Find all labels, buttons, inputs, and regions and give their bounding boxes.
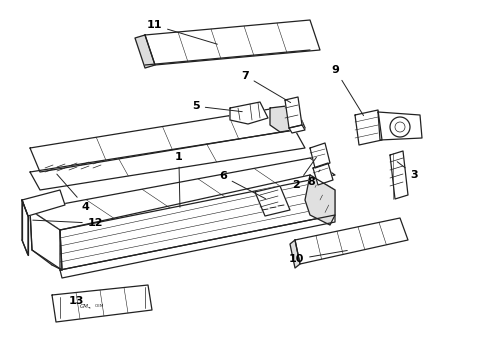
- Text: 11: 11: [147, 20, 218, 44]
- Polygon shape: [135, 35, 155, 68]
- Polygon shape: [30, 105, 305, 172]
- Text: 8: 8: [307, 170, 320, 187]
- Text: 4: 4: [57, 174, 90, 212]
- Text: 3: 3: [397, 162, 418, 180]
- Text: 9: 9: [332, 65, 364, 116]
- Text: 6: 6: [219, 171, 266, 199]
- Polygon shape: [285, 97, 302, 128]
- Polygon shape: [30, 130, 305, 190]
- Text: 2: 2: [293, 157, 317, 190]
- Polygon shape: [270, 105, 305, 132]
- Text: 10: 10: [289, 251, 347, 264]
- Text: 1: 1: [175, 152, 183, 207]
- Text: 12: 12: [33, 218, 103, 228]
- Polygon shape: [30, 158, 335, 230]
- Polygon shape: [310, 143, 330, 168]
- Polygon shape: [378, 112, 422, 140]
- Polygon shape: [295, 218, 408, 264]
- Polygon shape: [390, 151, 408, 199]
- Polygon shape: [30, 210, 62, 270]
- Text: 7: 7: [241, 71, 291, 103]
- Polygon shape: [60, 215, 335, 278]
- Polygon shape: [230, 102, 268, 124]
- Polygon shape: [22, 200, 28, 255]
- Polygon shape: [290, 240, 300, 268]
- Text: 5: 5: [192, 101, 242, 112]
- Polygon shape: [313, 163, 333, 185]
- Polygon shape: [60, 175, 335, 270]
- Text: GM: GM: [80, 303, 89, 309]
- Polygon shape: [22, 190, 65, 216]
- Text: 13: 13: [68, 296, 90, 308]
- Polygon shape: [289, 125, 305, 133]
- Polygon shape: [305, 175, 335, 225]
- Polygon shape: [52, 285, 152, 322]
- Text: OEM: OEM: [95, 304, 104, 308]
- Polygon shape: [255, 186, 290, 216]
- Polygon shape: [355, 110, 382, 145]
- Polygon shape: [145, 20, 320, 65]
